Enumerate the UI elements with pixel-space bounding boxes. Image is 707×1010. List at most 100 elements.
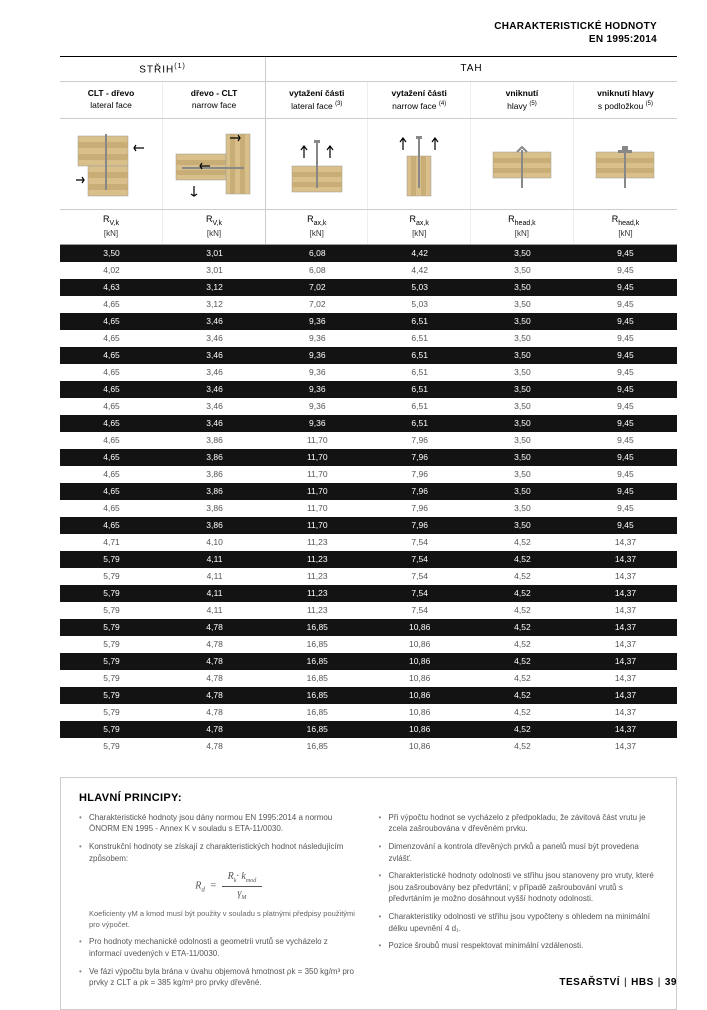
column-header-3: vytažení částilateral face (3) (266, 82, 368, 118)
table-cell: 14,37 (574, 602, 677, 619)
table-cell: 11,23 (266, 585, 368, 602)
table-cell: 9,45 (574, 330, 677, 347)
table-cell: 5,79 (60, 602, 163, 619)
table-cell: 3,50 (471, 313, 574, 330)
column-header-2: dřevo - CLTnarrow face (163, 82, 266, 118)
diagram-head-washer (590, 128, 660, 200)
table-cell: 4,78 (163, 636, 266, 653)
table-cell: 7,54 (368, 551, 470, 568)
diagram-withdrawal-lateral (282, 128, 352, 200)
table-cell: 4,65 (60, 398, 163, 415)
table-row: 4,653,469,366,513,509,45 (60, 415, 677, 432)
table-cell: 16,85 (266, 653, 368, 670)
footer-page: 39 (665, 977, 677, 988)
table-cell: 4,78 (163, 687, 266, 704)
table-cell: 4,52 (471, 653, 574, 670)
table-cell: 7,96 (368, 449, 470, 466)
table-cell: 6,51 (368, 364, 470, 381)
table-cell: 9,45 (574, 347, 677, 364)
table-row: 4,653,8611,707,963,509,45 (60, 432, 677, 449)
table-cell: 16,85 (266, 619, 368, 636)
table-row: 4,653,127,025,033,509,45 (60, 296, 677, 313)
table-cell: 7,54 (368, 568, 470, 585)
table-cell: 5,79 (60, 721, 163, 738)
table-cell: 7,54 (368, 534, 470, 551)
table-cell: 6,51 (368, 330, 470, 347)
diagram-narrow-shear (174, 128, 254, 200)
principle-item: Ve fázi výpočtu byla brána v úvahu objem… (79, 966, 359, 989)
table-cell: 3,50 (471, 449, 574, 466)
table-cell: 14,37 (574, 670, 677, 687)
table-cell: 4,65 (60, 313, 163, 330)
symbol-cell-1: RV,k[kN] (60, 210, 163, 244)
table-cell: 3,50 (471, 245, 574, 262)
table-cell: 14,37 (574, 704, 677, 721)
table-cell: 9,36 (266, 347, 368, 364)
column-header-5: vniknutíhlavy (5) (471, 82, 574, 118)
table-cell: 14,37 (574, 534, 677, 551)
table-cell: 3,50 (471, 415, 574, 432)
table-cell: 14,37 (574, 636, 677, 653)
table-cell: 3,50 (471, 500, 574, 517)
table-cell: 10,86 (368, 721, 470, 738)
table-cell: 5,79 (60, 653, 163, 670)
table-cell: 5,79 (60, 687, 163, 704)
table-cell: 3,50 (471, 483, 574, 500)
table-cell: 11,70 (266, 449, 368, 466)
table-row: 5,794,7816,8510,864,5214,37 (60, 636, 677, 653)
table-cell: 10,86 (368, 704, 470, 721)
table-row: 5,794,7816,8510,864,5214,37 (60, 670, 677, 687)
symbol-cell-3: Rax,k[kN] (266, 210, 368, 244)
table-cell: 3,50 (471, 381, 574, 398)
table-cell: 9,45 (574, 381, 677, 398)
table-row: 5,794,7816,8510,864,5214,37 (60, 653, 677, 670)
table-cell: 9,45 (574, 500, 677, 517)
table-cell: 4,78 (163, 653, 266, 670)
table-cell: 7,96 (368, 432, 470, 449)
table-cell: 4,65 (60, 466, 163, 483)
table-cell: 9,45 (574, 313, 677, 330)
table-cell: 6,51 (368, 415, 470, 432)
table-cell: 14,37 (574, 721, 677, 738)
table-cell: 3,86 (163, 449, 266, 466)
table-cell: 4,52 (471, 585, 574, 602)
table-row: 4,653,469,366,513,509,45 (60, 347, 677, 364)
table-row: 4,653,8611,707,963,509,45 (60, 466, 677, 483)
table-cell: 14,37 (574, 653, 677, 670)
table-cell: 6,51 (368, 313, 470, 330)
table-row: 4,633,127,025,033,509,45 (60, 279, 677, 296)
table-cell: 4,52 (471, 636, 574, 653)
table-cell: 11,70 (266, 466, 368, 483)
table-cell: 4,78 (163, 619, 266, 636)
table-cell: 9,45 (574, 432, 677, 449)
principle-item: Pro hodnoty mechanické odolnosti a geome… (79, 936, 359, 959)
table-cell: 6,51 (368, 381, 470, 398)
table-cell: 9,36 (266, 381, 368, 398)
principle-item: Při výpočtu hodnot se vycházelo z předpo… (379, 812, 659, 835)
table-cell: 4,65 (60, 517, 163, 534)
table-cell: 4,78 (163, 704, 266, 721)
diagram-cell-3 (266, 119, 368, 209)
principles-box: HLAVNÍ PRINCIPY: Charakteristické hodnot… (60, 777, 677, 1010)
principle-item: Dimenzování a kontrola dřevěných prvků a… (379, 841, 659, 864)
table-cell: 3,86 (163, 466, 266, 483)
table-cell: 9,45 (574, 483, 677, 500)
principle-item: Charakteristiky odolnosti ve střihu jsou… (379, 911, 659, 934)
table-cell: 3,46 (163, 347, 266, 364)
column-header-4: vytažení částinarrow face (4) (368, 82, 470, 118)
table-cell: 16,85 (266, 636, 368, 653)
table-cell: 4,65 (60, 330, 163, 347)
table-cell: 14,37 (574, 551, 677, 568)
table-cell: 3,46 (163, 313, 266, 330)
table-cell: 9,45 (574, 466, 677, 483)
principles-columns: Charakteristické hodnoty jsou dány normo… (79, 812, 658, 995)
table-cell: 3,50 (471, 296, 574, 313)
symbol-cell-5: Rhead,k[kN] (471, 210, 574, 244)
table-row: 5,794,7816,8510,864,5214,37 (60, 619, 677, 636)
table-cell: 10,86 (368, 687, 470, 704)
principle-item: Charakteristické hodnoty odolnosti ve st… (379, 870, 659, 905)
table-cell: 11,23 (266, 551, 368, 568)
table-cell: 4,52 (471, 619, 574, 636)
footer-product: HBS (631, 977, 654, 988)
table-cell: 9,45 (574, 449, 677, 466)
